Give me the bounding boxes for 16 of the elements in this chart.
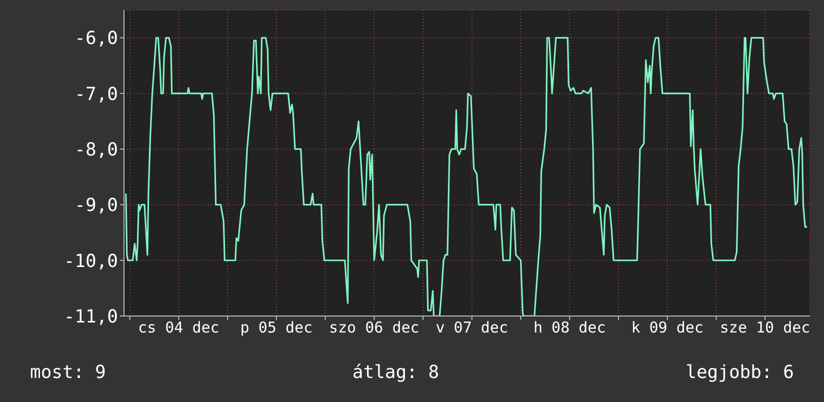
x-tick-label: cs 04 dec — [138, 318, 220, 337]
y-tick-label: -7,0 — [74, 84, 118, 105]
x-tick-label: szo 06 dec — [329, 318, 420, 337]
x-tick-label: sze 10 dec — [720, 318, 810, 337]
y-tick-label: -6,0 — [74, 28, 118, 50]
x-tick-label: h 08 dec — [533, 318, 606, 337]
text: átlag: 8 — [352, 362, 440, 383]
y-tick-label: -8,0 — [74, 139, 118, 160]
text: most: 9 — [30, 362, 106, 383]
x-tick-label: p 05 dec — [240, 318, 313, 337]
y-tick-label: -10,0 — [64, 250, 118, 272]
x-tick-label: v 07 dec — [436, 318, 508, 337]
text: legjobb: 6 — [686, 362, 794, 383]
y-tick-label: -9,0 — [74, 195, 118, 216]
y-tick-label: -11,0 — [64, 306, 118, 328]
x-tick-label: k 09 dec — [631, 318, 704, 337]
